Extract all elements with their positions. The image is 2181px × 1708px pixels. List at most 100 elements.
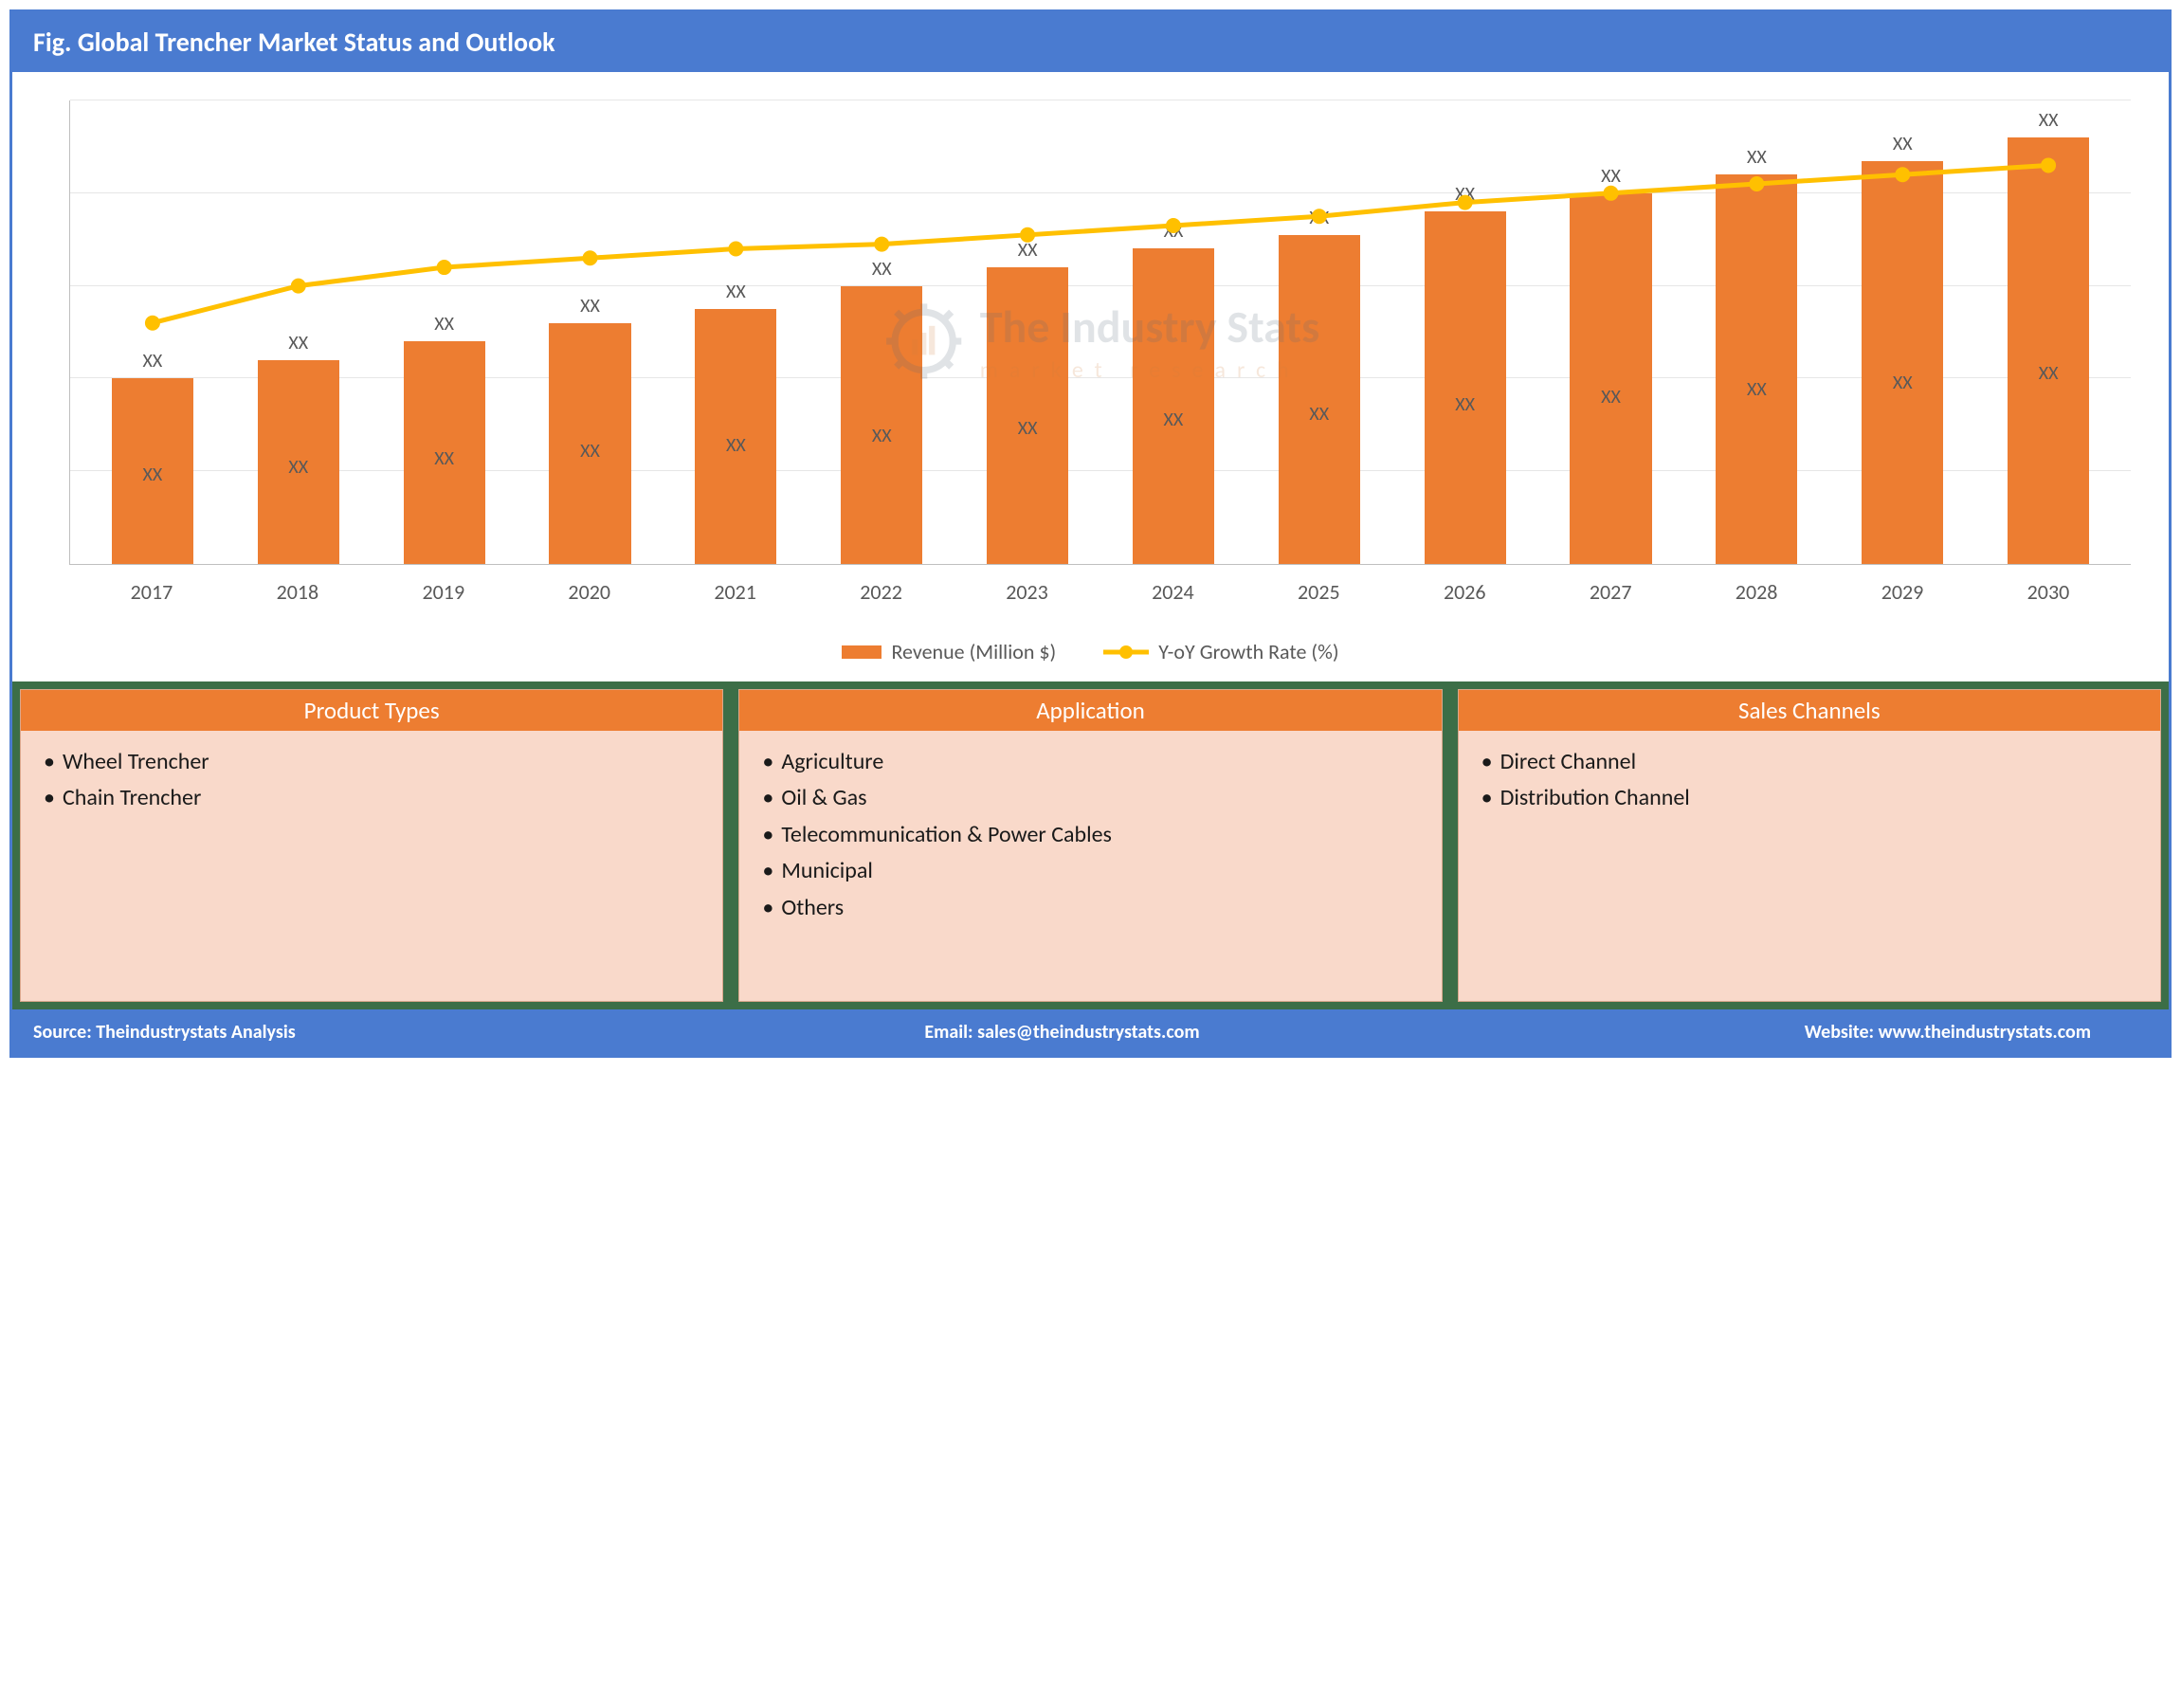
category-card: Product TypesWheel TrencherChain Trenche… bbox=[20, 689, 723, 1002]
revenue-bar: XX bbox=[1279, 235, 1360, 564]
bar-top-label: XX bbox=[372, 313, 518, 336]
bar-slot: XX XX bbox=[954, 100, 1100, 564]
card-body: AgricultureOil & GasTelecommunication & … bbox=[739, 731, 1441, 939]
bar-inner-label: XX bbox=[1716, 378, 1797, 401]
x-axis-label: 2020 bbox=[517, 579, 663, 605]
bar-inner-label: XX bbox=[1279, 403, 1360, 426]
revenue-bar: XX bbox=[404, 341, 485, 564]
bar-inner-label: XX bbox=[404, 447, 485, 470]
card-list-item: Chain Trencher bbox=[42, 780, 701, 816]
x-axis-label: 2019 bbox=[371, 579, 517, 605]
legend-swatch-line bbox=[1103, 643, 1149, 662]
card-header: Product Types bbox=[21, 690, 722, 731]
bars-container: XXXXXXXXXXXXXXXXXXXXXXXXXXXXXXXXXXXXXXXX… bbox=[70, 100, 2131, 564]
x-axis-labels: 2017201820192020202120222023202420252026… bbox=[69, 579, 2131, 605]
revenue-bar: XX bbox=[549, 323, 630, 564]
x-axis-label: 2028 bbox=[1683, 579, 1829, 605]
chart-area: XXXXXXXXXXXXXXXXXXXXXXXXXXXXXXXXXXXXXXXX… bbox=[31, 91, 2150, 622]
category-card: Sales ChannelsDirect ChannelDistribution… bbox=[1458, 689, 2161, 1002]
x-axis-label: 2022 bbox=[809, 579, 954, 605]
bar-slot: XX XX bbox=[1100, 100, 1246, 564]
bar-inner-label: XX bbox=[1862, 372, 1943, 394]
bar-top-label: XX bbox=[80, 350, 226, 372]
revenue-bar: XX bbox=[112, 378, 193, 564]
x-axis-label: 2030 bbox=[1975, 579, 2121, 605]
bar-top-label: XX bbox=[954, 239, 1100, 262]
x-axis-label: 2024 bbox=[1100, 579, 1245, 605]
legend-item-growth: Y-oY Growth Rate (%) bbox=[1103, 639, 1338, 664]
revenue-bar: XX bbox=[841, 286, 922, 564]
revenue-bar: XX bbox=[695, 309, 776, 564]
bar-inner-label: XX bbox=[695, 434, 776, 457]
x-axis-label: 2018 bbox=[225, 579, 371, 605]
x-axis-label: 2025 bbox=[1245, 579, 1391, 605]
bar-inner-label: XX bbox=[1425, 393, 1506, 416]
bar-inner-label: XX bbox=[258, 456, 339, 479]
card-list-item: Agriculture bbox=[760, 744, 1420, 780]
revenue-bar: XX bbox=[2008, 137, 2089, 564]
revenue-bar: XX bbox=[1570, 193, 1651, 564]
x-axis-label: 2017 bbox=[79, 579, 225, 605]
infographic-frame: Fig. Global Trencher Market Status and O… bbox=[9, 9, 2172, 1058]
card-body: Direct ChannelDistribution Channel bbox=[1459, 731, 2160, 830]
bar-inner-label: XX bbox=[1133, 409, 1214, 431]
x-axis-label: 2021 bbox=[663, 579, 809, 605]
footer-website: Website: www.theindustrystats.com bbox=[1405, 1021, 2148, 1044]
revenue-bar: XX bbox=[1716, 174, 1797, 564]
bar-slot: XX XX bbox=[518, 100, 663, 564]
bar-slot: XX XX bbox=[1683, 100, 1829, 564]
bar-top-label: XX bbox=[226, 332, 372, 354]
bar-inner-label: XX bbox=[987, 417, 1068, 440]
bar-top-label: XX bbox=[518, 295, 663, 318]
card-body: Wheel TrencherChain Trencher bbox=[21, 731, 722, 830]
card-header: Sales Channels bbox=[1459, 690, 2160, 731]
footer-bar: Source: Theindustrystats Analysis Email:… bbox=[12, 1009, 2169, 1055]
bar-top-label: XX bbox=[663, 281, 809, 303]
card-list-item: Wheel Trencher bbox=[42, 744, 701, 780]
bar-slot: XX XX bbox=[1392, 100, 1538, 564]
revenue-bar: XX bbox=[1862, 161, 1943, 564]
card-list-item: Distribution Channel bbox=[1480, 780, 2139, 816]
bar-slot: XX XX bbox=[80, 100, 226, 564]
bar-top-label: XX bbox=[809, 258, 954, 281]
bar-inner-label: XX bbox=[1570, 386, 1651, 409]
card-header: Application bbox=[739, 690, 1441, 731]
bar-top-label: XX bbox=[1246, 207, 1392, 229]
footer-source: Source: Theindustrystats Analysis bbox=[33, 1021, 719, 1044]
card-list-item: Municipal bbox=[760, 853, 1420, 889]
bar-inner-label: XX bbox=[841, 425, 922, 447]
bar-top-label: XX bbox=[1683, 146, 1829, 169]
bar-inner-label: XX bbox=[112, 463, 193, 486]
card-list-item: Telecommunication & Power Cables bbox=[760, 817, 1420, 853]
legend: Revenue (Million $) Y-oY Growth Rate (%) bbox=[31, 622, 2150, 672]
bar-slot: XX XX bbox=[1538, 100, 1684, 564]
card-list-item: Oil & Gas bbox=[760, 780, 1420, 816]
bar-slot: XX XX bbox=[372, 100, 518, 564]
bar-slot: XX XX bbox=[1246, 100, 1392, 564]
bar-inner-label: XX bbox=[549, 440, 630, 463]
legend-swatch-bar bbox=[842, 645, 881, 659]
bar-top-label: XX bbox=[1100, 220, 1246, 243]
category-card: ApplicationAgricultureOil & GasTelecommu… bbox=[738, 689, 1442, 1002]
category-cards-row: Product TypesWheel TrencherChain Trenche… bbox=[12, 681, 2169, 1009]
x-axis-label: 2027 bbox=[1537, 579, 1683, 605]
x-axis-label: 2026 bbox=[1391, 579, 1537, 605]
bar-top-label: XX bbox=[1538, 165, 1684, 188]
x-axis-label: 2029 bbox=[1829, 579, 1975, 605]
bar-slot: XX XX bbox=[663, 100, 809, 564]
bar-slot: XX XX bbox=[1975, 100, 2121, 564]
figure-title: Fig. Global Trencher Market Status and O… bbox=[12, 12, 2169, 72]
legend-item-revenue: Revenue (Million $) bbox=[842, 639, 1056, 664]
bar-top-label: XX bbox=[1975, 109, 2121, 132]
card-list-item: Direct Channel bbox=[1480, 744, 2139, 780]
bar-inner-label: XX bbox=[2008, 362, 2089, 385]
chart-panel: XXXXXXXXXXXXXXXXXXXXXXXXXXXXXXXXXXXXXXXX… bbox=[12, 72, 2169, 681]
bar-slot: XX XX bbox=[226, 100, 372, 564]
card-list-item: Others bbox=[760, 890, 1420, 926]
revenue-bar: XX bbox=[1133, 248, 1214, 564]
revenue-bar: XX bbox=[987, 267, 1068, 564]
legend-label-revenue: Revenue (Million $) bbox=[891, 639, 1056, 664]
revenue-bar: XX bbox=[258, 360, 339, 564]
revenue-bar: XX bbox=[1425, 211, 1506, 564]
bar-top-label: XX bbox=[1392, 183, 1538, 206]
